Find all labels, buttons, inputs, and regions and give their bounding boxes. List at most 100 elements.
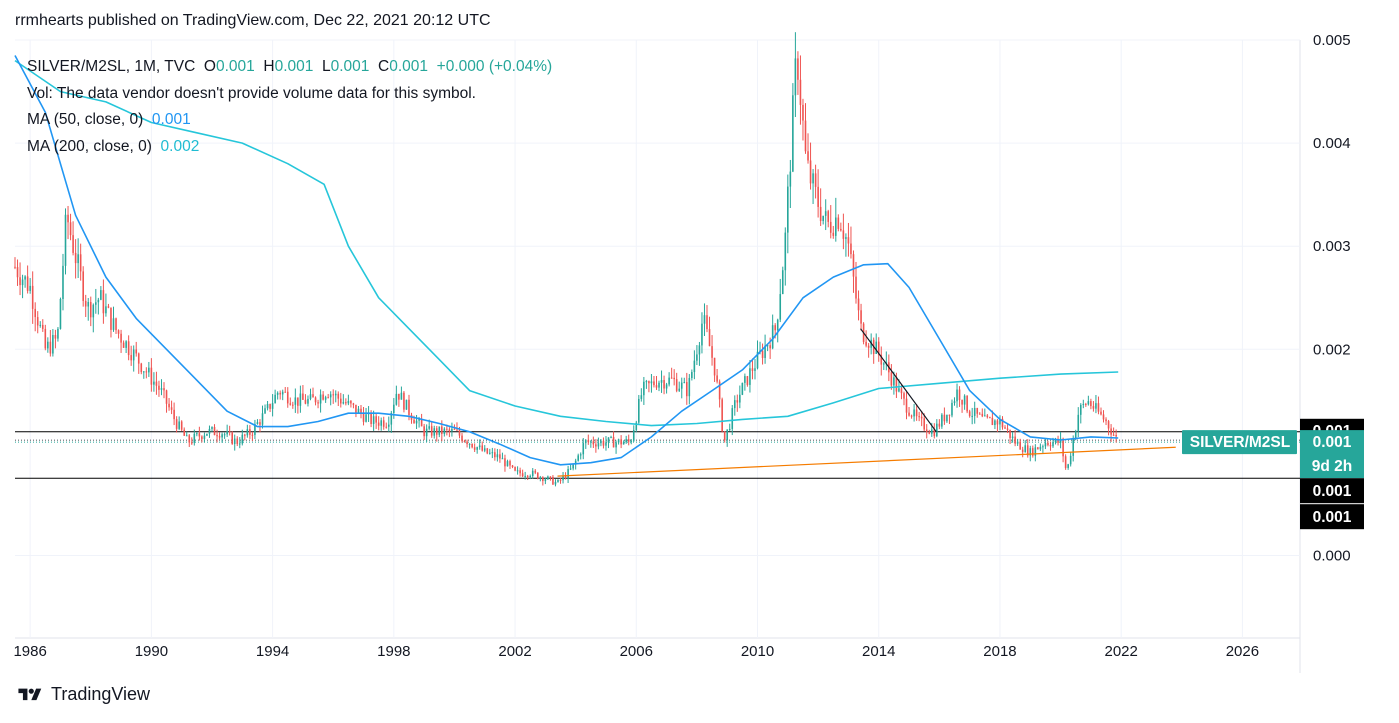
candle-body [1034, 447, 1037, 456]
candle-body [526, 475, 529, 477]
candle-body [1069, 455, 1072, 465]
candle-body [390, 412, 393, 425]
candle-body [562, 475, 564, 481]
price-tick-label: 0.004 [1313, 135, 1351, 152]
candle-body [799, 79, 802, 105]
candle-body [21, 279, 24, 286]
candle-body [67, 214, 69, 223]
candle-body [120, 333, 122, 343]
candle-body [602, 440, 605, 446]
candle-body [77, 254, 79, 264]
candle-body [951, 402, 953, 416]
candle-body [890, 372, 893, 386]
candle-body [736, 400, 739, 403]
candle-body [438, 426, 441, 435]
candle-body [564, 475, 567, 479]
candle-body [145, 371, 148, 373]
candle-body [867, 345, 870, 348]
candle-body [761, 350, 764, 358]
candle-body [415, 420, 418, 424]
candle-body [87, 301, 90, 307]
brand-name[interactable]: TradingView [51, 684, 151, 704]
candle-body [994, 420, 996, 426]
candle-body [365, 414, 367, 422]
candle-body [451, 428, 453, 432]
candle-body [1026, 445, 1029, 456]
time-tick-label: 2018 [983, 643, 1016, 660]
candle-body [850, 243, 852, 255]
candle-body [1074, 431, 1077, 440]
candle-body [173, 409, 175, 420]
candle-body [521, 473, 524, 477]
candle-body [350, 400, 352, 404]
ma50-legend-row[interactable]: MA (50, close, 0) 0.001 [27, 107, 552, 134]
candle-body [375, 416, 377, 423]
candle-body [845, 237, 847, 239]
candle-body [751, 368, 754, 371]
candle-body [304, 399, 307, 404]
candle-body [554, 481, 557, 485]
candle-body [89, 301, 92, 318]
candle-body [1009, 429, 1011, 438]
candle-body [254, 423, 256, 435]
candle-body [610, 436, 612, 438]
candle-body [342, 402, 345, 404]
candle-body [779, 294, 782, 320]
candle-body [920, 416, 923, 419]
candle-body [784, 232, 787, 271]
candle-body [332, 394, 335, 396]
high-label: H [263, 58, 275, 75]
candle-body [231, 432, 233, 444]
ma200-line [14, 59, 1119, 427]
candle-body [776, 319, 779, 331]
ma200-series [14, 59, 1119, 427]
candle-body [860, 310, 862, 324]
candle-body [928, 432, 931, 434]
candle-body [1112, 434, 1115, 436]
candle-body [670, 377, 673, 379]
candle-body [1039, 446, 1042, 450]
change-value: +0.000 (+0.04%) [436, 58, 553, 75]
candle-body [180, 421, 183, 430]
candle-body [956, 389, 958, 402]
candle-body [329, 394, 332, 398]
candle-body [837, 217, 840, 229]
candle-body [468, 443, 471, 445]
candle-body [264, 408, 266, 414]
candle-body [1057, 438, 1059, 443]
candle-body [398, 393, 400, 400]
candle-body [489, 452, 491, 454]
candle-body [943, 414, 946, 422]
candle-body [615, 442, 617, 448]
candle-body [203, 435, 206, 439]
candle-body [1090, 401, 1092, 407]
candle-body [244, 434, 246, 436]
ma200-legend-row[interactable]: MA (200, close, 0) 0.002 [27, 134, 552, 161]
candle-body [516, 470, 519, 472]
candle-body [269, 404, 271, 409]
candle-body [458, 430, 461, 436]
candle-body [327, 397, 329, 399]
candle-body [132, 349, 135, 361]
candle-body [809, 160, 812, 184]
candle-body [908, 412, 910, 416]
candle-body [428, 426, 430, 429]
candle-body [645, 381, 648, 383]
candle-body [266, 404, 269, 409]
symbol-label[interactable]: SILVER/M2SL, 1M, TVC [27, 58, 196, 75]
candle-body [572, 464, 574, 469]
close-label: C [378, 58, 390, 75]
candle-body [478, 445, 481, 448]
candle-body [140, 363, 143, 373]
candle-body [958, 389, 961, 401]
candle-body [915, 409, 918, 417]
candle-body [865, 341, 867, 346]
candle-body [542, 477, 544, 482]
last-price-badge [1300, 430, 1364, 479]
candle-body [827, 211, 830, 222]
candle-body [971, 415, 973, 417]
candle-body [261, 413, 264, 425]
time-tick-label: 1994 [256, 643, 289, 660]
candle-body [617, 439, 620, 443]
